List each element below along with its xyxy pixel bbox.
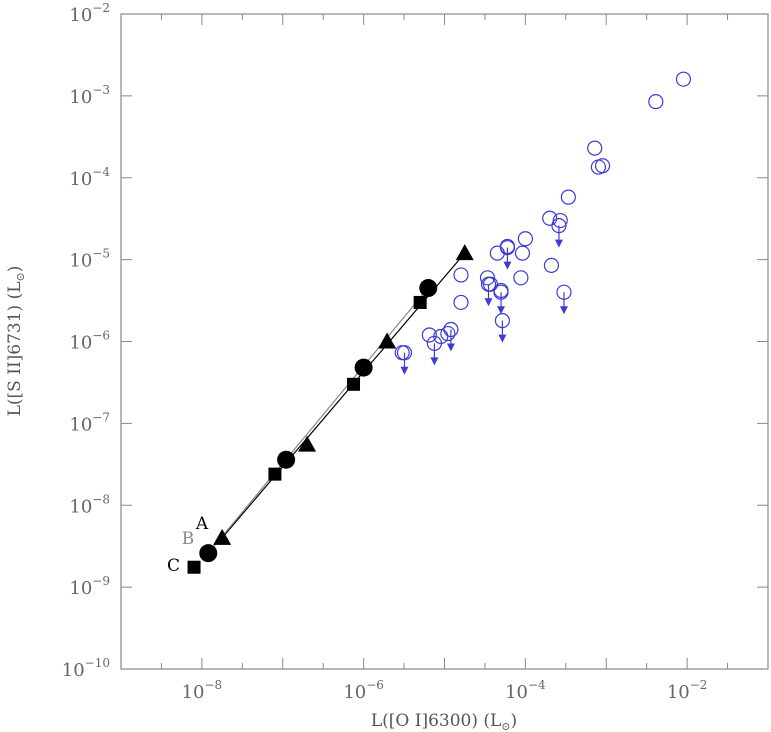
series-label-b: B [182, 529, 195, 549]
y-axis-label: L([S II]6731) (L⊙) [5, 266, 27, 417]
y-tick-labels: 10−10 10−9 10−8 10−7 10−6 10−5 10−4 10−3 10−2 [62, 1, 111, 681]
open-circle-point [479, 270, 496, 286]
x-tick-label: 10−4 [505, 678, 546, 703]
y-tick-label: 10−5 [69, 247, 110, 272]
y-tick-label: 10−4 [69, 165, 110, 190]
y-tick-label: 10−8 [69, 492, 110, 517]
triangle-point [455, 244, 474, 261]
upper-limit-point [493, 284, 509, 315]
x-tick-label: 10−6 [343, 678, 384, 703]
series-label-a: A [195, 514, 209, 534]
filled-circle-point [419, 279, 438, 298]
y-tick-label: 10−2 [69, 1, 110, 26]
open-circle-point [517, 231, 533, 247]
square-point [187, 560, 201, 574]
upper-limit-point [480, 276, 497, 307]
x-tick-label: 10−8 [182, 678, 223, 703]
open-circle-point [552, 212, 568, 229]
data-points [187, 71, 692, 574]
open-circle-point [543, 257, 560, 274]
open-circle-point [453, 294, 469, 311]
open-circle-point [648, 94, 664, 110]
open-circle-point [587, 140, 603, 156]
x-tick-labels: 10−8 10−6 10−4 10−2 [182, 678, 708, 703]
upper-limit-point [556, 284, 572, 315]
plot-frame [120, 13, 769, 670]
open-circle-point [513, 270, 529, 286]
filled-circle-point [354, 358, 373, 377]
open-circle-point [453, 267, 469, 283]
triangle-point [298, 435, 317, 452]
upper-limit-point [494, 312, 511, 343]
open-circle-point [675, 71, 692, 87]
series-labels: ABC [167, 514, 209, 576]
open-circle-point [514, 245, 531, 261]
upper-limit-point [396, 345, 413, 375]
square-point [347, 377, 361, 391]
upper-limit-point [499, 240, 516, 270]
fit-line [207, 287, 429, 554]
upper-limit-point [426, 335, 442, 366]
open-circle-point [421, 327, 437, 343]
tick-marks [120, 13, 769, 670]
upper-limit-point [443, 321, 459, 352]
upper-limit-point [551, 218, 567, 248]
filled-circle-point [277, 450, 296, 469]
y-tick-label: 10−7 [69, 410, 110, 435]
y-tick-label: 10−10 [62, 656, 110, 681]
y-tick-label: 10−9 [69, 574, 110, 599]
filled-circle-point [199, 544, 218, 563]
open-circle-point [594, 158, 611, 174]
open-circle-point [560, 189, 576, 205]
square-point [413, 295, 427, 309]
triangle-point [213, 528, 232, 545]
y-tick-label: 10−6 [69, 329, 110, 354]
open-circle-point [542, 210, 558, 226]
square-point [268, 467, 282, 481]
open-circle-point [440, 325, 456, 342]
x-axis-label: L([O I]6300) (L⊙) [371, 711, 517, 732]
x-tick-label: 10−2 [667, 678, 708, 703]
y-tick-label: 10−3 [69, 83, 110, 108]
triangle-point [378, 332, 397, 349]
series-label-c: C [167, 556, 180, 576]
